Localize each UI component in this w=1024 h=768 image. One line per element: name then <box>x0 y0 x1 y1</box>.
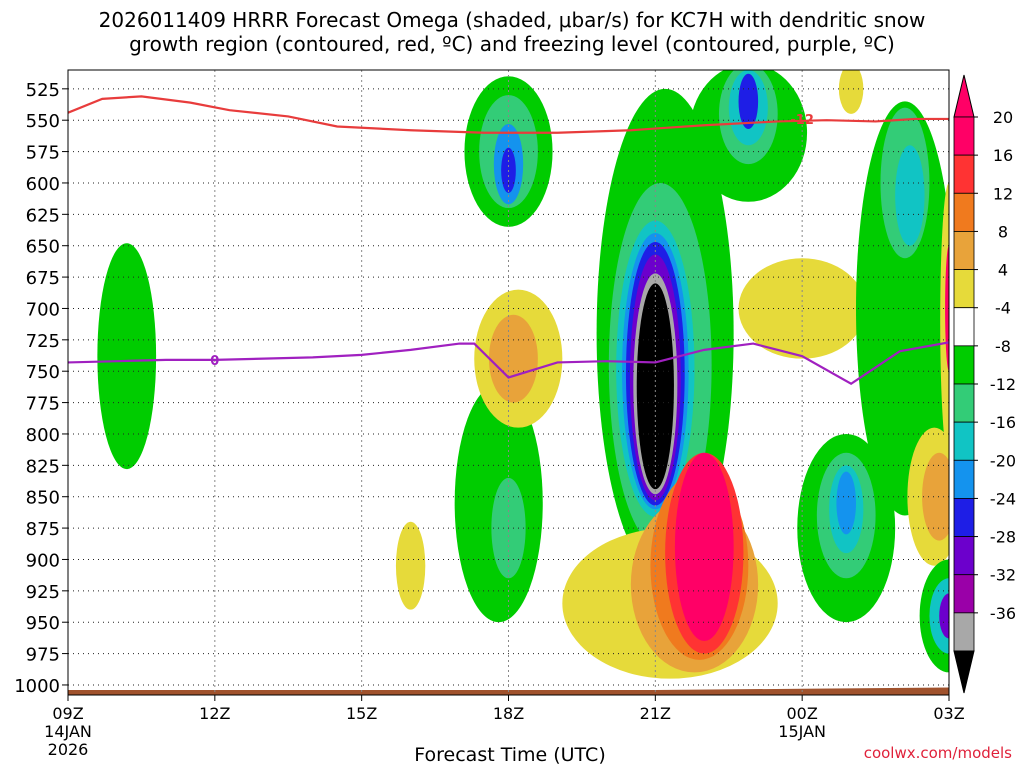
x-tick-label-15Z: 15Z <box>346 704 377 723</box>
x-axis-label: Forecast Time (UTC) <box>414 744 606 766</box>
y-tick-label-600: 600 <box>26 174 60 195</box>
contour-line-0 <box>68 95 949 134</box>
credit-link[interactable]: coolwx.com/models <box>863 744 1012 762</box>
y-tick-label-975: 975 <box>26 645 60 666</box>
colorbar-top-arrow <box>953 74 975 118</box>
y-tick-label-875: 875 <box>26 519 60 540</box>
y-tick-label-850: 850 <box>26 488 60 509</box>
omega-shaded-region-27 <box>738 258 866 359</box>
y-tick-label-950: 950 <box>26 613 60 634</box>
contour-line-1 <box>68 341 949 386</box>
x-tick-label-09Z: 09Z <box>52 704 83 723</box>
colorbar-label-12: -32 <box>990 566 1016 585</box>
colorbar-label-9: -20 <box>990 451 1016 470</box>
colorbar-label-7: -12 <box>990 375 1016 394</box>
omega-shaded-region-9 <box>395 521 426 610</box>
omega-shaded-region-26 <box>738 73 759 129</box>
colorbar-label-5: -4 <box>995 299 1011 318</box>
y-tick-label-525: 525 <box>26 80 60 101</box>
colorbar-bin-10 <box>953 498 975 537</box>
colorbar-label-8: -16 <box>990 413 1016 432</box>
colorbar-bin-11 <box>953 536 975 576</box>
y-tick-label-1000: 1000 <box>14 676 60 697</box>
y-tick-label-700: 700 <box>26 299 60 320</box>
omega-shaded-region-22 <box>674 452 734 642</box>
colorbar-bin-13 <box>953 612 975 652</box>
colorbar-label-3: 8 <box>998 222 1008 241</box>
y-tick-label-550: 550 <box>26 111 60 132</box>
colorbar-bin-4 <box>953 269 975 309</box>
y-tick-label-675: 675 <box>26 268 60 289</box>
x-tick-label-00Z: 00Z <box>787 704 818 723</box>
y-tick-label-725: 725 <box>26 331 60 352</box>
x-tick-date-09Z: 14JAN <box>44 722 92 741</box>
omega-shaded-region-28 <box>838 70 864 114</box>
colorbar-bin-6 <box>953 345 975 385</box>
y-tick-label-650: 650 <box>26 237 60 258</box>
omega-shaded-region-35 <box>895 145 925 246</box>
colorbar-bin-3 <box>953 231 975 270</box>
x-tick-year-09Z: 2026 <box>48 740 89 759</box>
omega-shaded-region-42 <box>939 593 949 639</box>
y-tick-label-900: 900 <box>26 550 60 571</box>
colorbar-label-6: -8 <box>995 337 1011 356</box>
colorbar-bin-0 <box>953 116 975 156</box>
colorbar-label-13: -36 <box>990 604 1016 623</box>
contour-label-1: 0 <box>210 354 219 369</box>
y-tick-label-825: 825 <box>26 456 60 477</box>
omega-shaded-region-8 <box>488 314 538 403</box>
colorbar-label-0: 20 <box>993 108 1013 127</box>
colorbar-bin-7 <box>953 383 975 423</box>
y-tick-label-625: 625 <box>26 205 60 226</box>
y-tick-label-575: 575 <box>26 143 60 164</box>
colorbar-label-11: -28 <box>990 528 1016 547</box>
colorbar-bin-2 <box>953 192 975 232</box>
x-tick-label-21Z: 21Z <box>640 704 671 723</box>
omega-shaded-region-0 <box>97 243 157 470</box>
omega-shaded-region-33 <box>836 471 857 535</box>
y-tick-label-925: 925 <box>26 582 60 603</box>
x-tick-date-00Z: 15JAN <box>778 722 826 741</box>
colorbar-bin-1 <box>953 154 975 194</box>
omega-shaded-region-38 <box>940 182 949 460</box>
colorbar-label-1: 16 <box>993 146 1013 165</box>
y-tick-label-750: 750 <box>26 362 60 383</box>
x-tick-label-12Z: 12Z <box>199 704 230 723</box>
colorbar-bin-5 <box>953 307 975 347</box>
colorbar-label-2: 12 <box>993 184 1013 203</box>
chart-title-line-1: 2026011409 HRRR Forecast Omega (shaded, … <box>98 8 926 32</box>
colorbar-bin-8 <box>953 421 975 461</box>
omega-shaded-region-37 <box>922 452 949 541</box>
y-tick-label-775: 775 <box>26 394 60 415</box>
contour-label-0: -12 <box>790 113 814 128</box>
colorbar-label-10: -24 <box>990 489 1016 508</box>
y-tick-label-800: 800 <box>26 425 60 446</box>
chart-title-line-2: growth region (contoured, red, ºC) and f… <box>129 32 895 56</box>
colorbar-bin-12 <box>953 574 975 614</box>
colorbar-bottom-arrow <box>953 650 975 694</box>
colorbar-label-4: 4 <box>998 261 1008 280</box>
x-tick-label-18Z: 18Z <box>493 704 524 723</box>
x-tick-label-03Z: 03Z <box>933 704 964 723</box>
colorbar-bin-9 <box>953 459 975 499</box>
